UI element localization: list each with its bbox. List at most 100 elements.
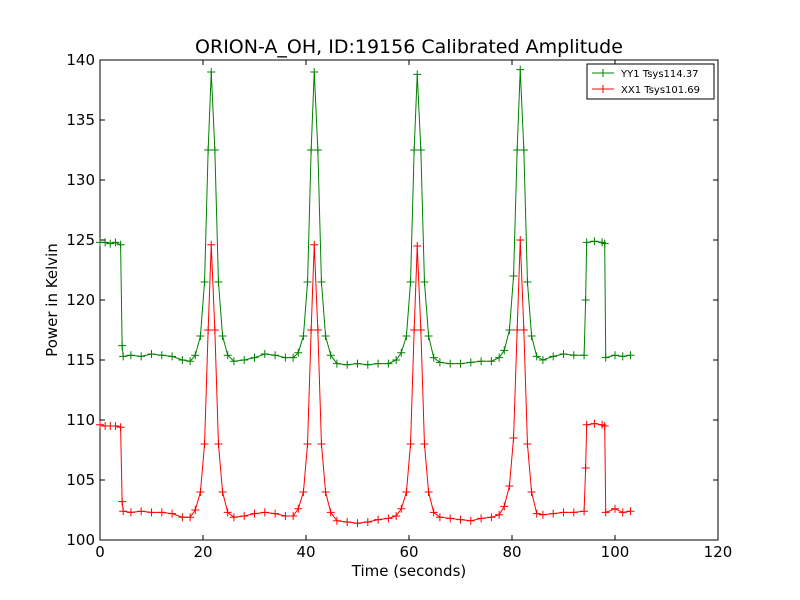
data-point-yy1: [601, 353, 610, 362]
data-point-xx1: [137, 507, 146, 516]
data-point-yy1: [223, 351, 232, 360]
data-point-xx1: [119, 507, 128, 516]
data-point-yy1: [509, 272, 518, 280]
data-point-xx1: [397, 504, 406, 513]
data-point-xx1: [392, 512, 401, 520]
data-point-xx1: [353, 519, 362, 528]
data-point-yy1: [519, 146, 528, 154]
data-point-xx1: [549, 509, 558, 518]
data-point-xx1: [229, 513, 238, 522]
data-point-xx1: [281, 512, 290, 520]
data-point-xx1: [626, 507, 635, 516]
data-point-xx1: [204, 326, 213, 334]
data-point-yy1: [326, 351, 335, 360]
data-point-xx1: [307, 326, 316, 334]
x-axis-label: Time (seconds): [351, 562, 467, 580]
data-point-xx1: [487, 513, 496, 522]
plot-area: 0 20 40 60 80 100 120 100 105 110 115 120 125 130 135 1…: [66, 51, 732, 561]
data-point-xx1: [424, 488, 433, 496]
data-point-yy1: [569, 351, 578, 360]
x-tick-label: 80: [502, 543, 521, 561]
x-tick-label: 40: [296, 543, 315, 561]
data-point-yy1: [343, 360, 352, 369]
data-point-yy1: [126, 351, 135, 360]
data-point-yy1: [214, 278, 223, 286]
data-point-xx1: [527, 488, 536, 496]
data-point-yy1: [186, 357, 195, 366]
data-point-yy1: [106, 239, 115, 248]
data-point-xx1: [363, 518, 372, 526]
y-tick-label: 125: [66, 231, 95, 249]
y-tick-label: 120: [66, 291, 95, 309]
data-point-xx1: [429, 508, 438, 517]
data-point-yy1: [435, 358, 444, 367]
data-point-xx1: [559, 508, 568, 517]
series-layer: [96, 65, 635, 528]
data-point-xx1: [191, 506, 200, 514]
data-point-xx1: [303, 440, 312, 448]
data-point-yy1: [580, 351, 589, 360]
data-point-xx1: [513, 326, 522, 334]
data-point-xx1: [310, 240, 319, 249]
data-point-yy1: [240, 356, 249, 364]
data-point-xx1: [600, 422, 609, 430]
data-point-xx1: [456, 515, 465, 524]
data-point-xx1: [505, 482, 514, 490]
data-point-xx1: [516, 236, 525, 244]
y-tick-label: 115: [66, 351, 95, 369]
y-tick-label: 135: [66, 111, 95, 129]
series-xx1: [96, 236, 635, 528]
data-point-yy1: [495, 353, 504, 362]
data-point-yy1: [374, 359, 383, 368]
data-point-xx1: [299, 488, 308, 496]
data-point-yy1: [321, 332, 330, 340]
data-point-xx1: [569, 508, 578, 517]
data-point-xx1: [374, 515, 383, 524]
data-point-yy1: [487, 357, 496, 366]
y-tick-label: 100: [66, 531, 95, 549]
data-point-xx1: [289, 512, 298, 520]
chart-title: ORION-A_OH, ID:19156 Calibrated Amplitud…: [195, 36, 623, 58]
data-point-yy1: [210, 146, 219, 154]
y-tick-label: 140: [66, 51, 95, 69]
data-point-yy1: [363, 360, 372, 369]
data-point-xx1: [214, 440, 223, 448]
data-point-xx1: [402, 488, 411, 496]
data-point-yy1: [101, 238, 110, 247]
data-point-xx1: [111, 422, 120, 430]
data-point-xx1: [611, 504, 619, 513]
legend-marker-xx1: [599, 85, 607, 93]
data-point-yy1: [119, 352, 128, 361]
data-point-yy1: [307, 146, 316, 154]
data-point-yy1: [446, 359, 455, 368]
data-point-yy1: [111, 238, 120, 247]
data-point-xx1: [157, 508, 166, 517]
data-point-yy1: [204, 146, 213, 154]
data-point-xx1: [435, 513, 444, 522]
data-point-yy1: [626, 351, 635, 360]
data-point-yy1: [500, 346, 509, 355]
data-point-yy1: [413, 70, 422, 79]
legend-entry-yy1: YY1 Tsys114.37: [592, 69, 699, 80]
data-point-xx1: [260, 508, 269, 517]
data-point-yy1: [590, 237, 599, 246]
legend-label-xx1: XX1 Tsys101.69: [621, 85, 700, 96]
data-point-xx1: [317, 440, 326, 448]
y-tick-label: 130: [66, 171, 95, 189]
data-point-yy1: [303, 278, 312, 286]
data-point-xx1: [410, 326, 419, 334]
data-point-xx1: [96, 420, 104, 429]
data-point-xx1: [294, 504, 303, 513]
data-point-xx1: [416, 326, 425, 334]
data-point-yy1: [157, 351, 166, 360]
data-point-yy1: [402, 332, 411, 340]
data-point-xx1: [126, 508, 135, 517]
data-point-yy1: [294, 348, 303, 357]
data-point-yy1: [118, 341, 127, 350]
data-point-xx1: [218, 488, 227, 496]
data-point-yy1: [527, 332, 536, 340]
data-point-yy1: [147, 350, 156, 358]
x-tick-label: 20: [193, 543, 212, 561]
data-point-yy1: [313, 146, 322, 154]
data-point-xx1: [420, 440, 429, 448]
